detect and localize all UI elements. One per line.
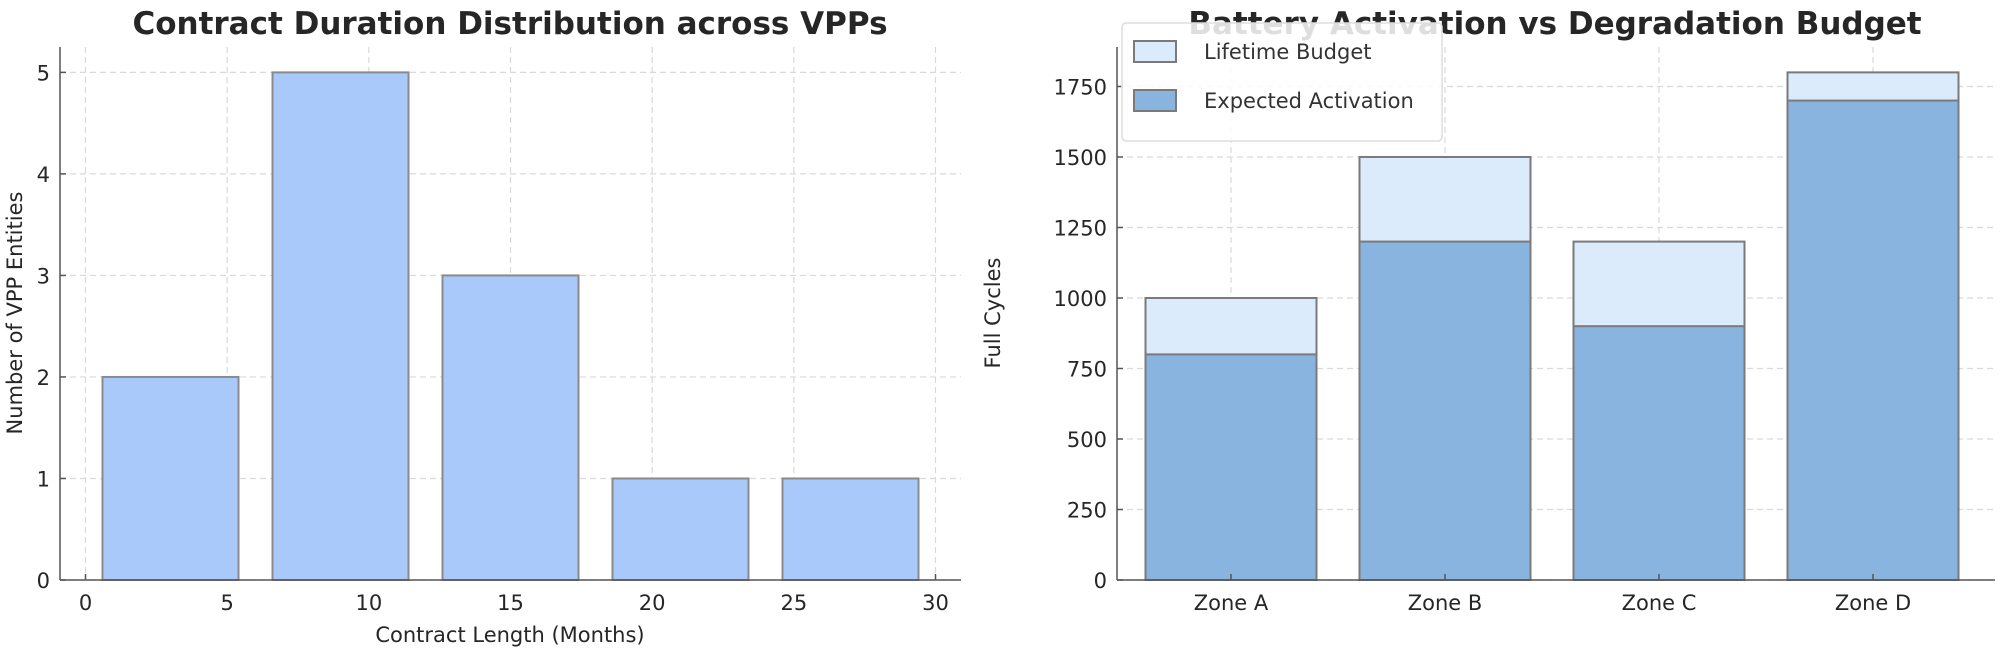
left-chart-title: Contract Duration Distribution across VP… bbox=[132, 6, 887, 42]
x-tick-label: 5 bbox=[220, 591, 233, 615]
x-tick-label: Zone A bbox=[1194, 591, 1269, 615]
x-tick-label: 0 bbox=[79, 591, 92, 615]
y-tick-label: 2 bbox=[37, 366, 50, 390]
right-y-axis-label: Full Cycles bbox=[981, 258, 1005, 369]
histogram-bar bbox=[611, 477, 750, 582]
y-tick-label: 3 bbox=[37, 264, 50, 288]
x-tick-label: 30 bbox=[922, 591, 949, 615]
activation-bar bbox=[1144, 353, 1318, 581]
histogram-chart: Contract Duration Distribution across VP… bbox=[3, 6, 961, 647]
x-tick-label: Zone C bbox=[1622, 591, 1697, 615]
y-tick-label: 500 bbox=[1067, 428, 1107, 452]
x-tick-label: Zone D bbox=[1835, 591, 1911, 615]
legend: Lifetime Budget Expected Activation bbox=[1121, 22, 1443, 142]
legend-box bbox=[1121, 22, 1443, 142]
x-tick-label: 15 bbox=[497, 591, 524, 615]
y-tick-label: 1 bbox=[37, 467, 50, 491]
left-y-axis-label: Number of VPP Entities bbox=[3, 192, 27, 435]
y-tick-label: 5 bbox=[37, 61, 50, 85]
legend-label: Expected Activation bbox=[1204, 89, 1414, 113]
histogram-bar bbox=[781, 477, 920, 582]
x-tick-label: 20 bbox=[639, 591, 666, 615]
legend-swatch bbox=[1133, 40, 1177, 63]
y-tick-label: 4 bbox=[37, 163, 50, 187]
histogram-bar bbox=[271, 71, 410, 581]
y-tick-label: 1250 bbox=[1054, 216, 1107, 240]
y-tick-label: 1750 bbox=[1054, 75, 1107, 99]
activation-bar bbox=[1358, 240, 1532, 581]
y-tick-label: 750 bbox=[1067, 357, 1107, 381]
legend-swatch bbox=[1133, 89, 1177, 112]
stacked-bar-chart: Battery Activation vs Degradation Budget… bbox=[981, 6, 1995, 615]
legend-label: Lifetime Budget bbox=[1204, 40, 1372, 64]
y-tick-label: 0 bbox=[1094, 569, 1107, 593]
y-tick-label: 0 bbox=[37, 569, 50, 593]
y-tick-label: 1500 bbox=[1054, 146, 1107, 170]
left-x-axis-label: Contract Length (Months) bbox=[375, 623, 644, 647]
activation-bar bbox=[1786, 99, 1960, 582]
x-tick-label: Zone B bbox=[1408, 591, 1483, 615]
y-tick-label: 1000 bbox=[1054, 287, 1107, 311]
y-tick-label: 250 bbox=[1067, 498, 1107, 522]
histogram-bar bbox=[441, 274, 580, 581]
x-tick-label: 25 bbox=[780, 591, 807, 615]
activation-bar bbox=[1572, 325, 1746, 582]
x-tick-label: 10 bbox=[355, 591, 382, 615]
histogram-bar bbox=[101, 375, 240, 582]
